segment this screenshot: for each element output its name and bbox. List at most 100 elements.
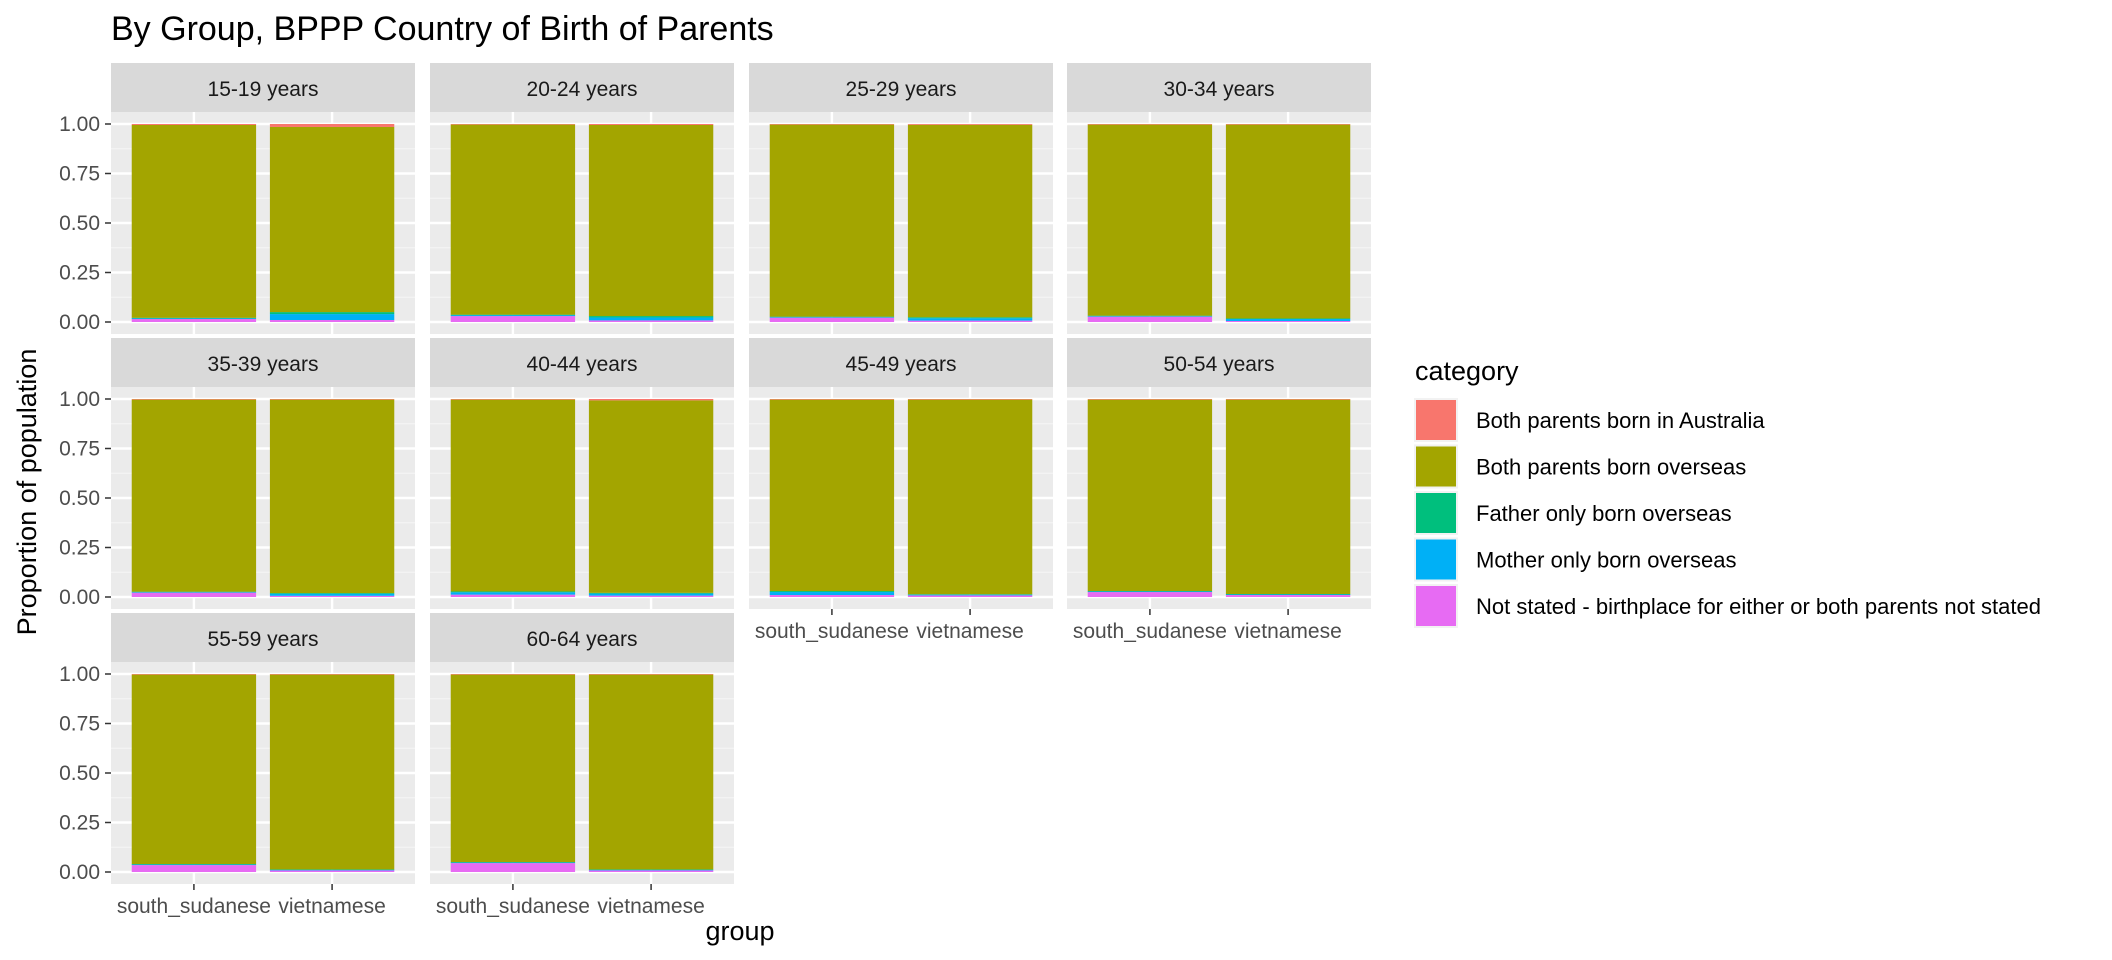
bar-segment [131, 399, 257, 400]
facet-panel: 35-39 years 0.00 0.25 0.50 0.75 1.00 [59, 338, 415, 609]
facet-strip-label: 60-64 years [527, 628, 638, 651]
bar-segment [588, 124, 714, 125]
bar-segment [588, 595, 714, 597]
facet-strip-label: 20-24 years [527, 78, 638, 101]
facet-strip-label: 55-59 years [208, 628, 319, 651]
facet-strip [1067, 338, 1371, 387]
bar-segment [131, 864, 257, 865]
facet-strip-label: 45-49 years [846, 353, 957, 376]
bar-segment [269, 399, 395, 594]
bar-segment [1087, 315, 1213, 317]
bar-segment [269, 674, 395, 870]
facet-strip [430, 63, 734, 112]
legend-key [1416, 586, 1456, 626]
bar-segment [450, 124, 576, 315]
x-tick-label: vietnamese [1234, 620, 1341, 643]
x-tick-label: vietnamese [597, 895, 704, 918]
bar-segment [907, 124, 1033, 125]
bar-segment [588, 320, 714, 322]
bar-segment [450, 674, 576, 675]
bar-segment [907, 594, 1033, 596]
facet-strip-label: 30-34 years [1164, 78, 1275, 101]
bar-segment [131, 865, 257, 872]
y-tick-label: 1.00 [59, 113, 100, 136]
bar-segment [131, 592, 257, 593]
bar-segment [1225, 321, 1351, 322]
bar-segment [1087, 316, 1213, 322]
bar-segment [588, 592, 714, 594]
bar-segment [1225, 399, 1351, 400]
bar-segment [269, 674, 395, 675]
bar-segment [131, 674, 257, 865]
bar-segment [1087, 591, 1213, 592]
x-tick-label: vietnamese [278, 895, 385, 918]
bar-segment [588, 400, 714, 593]
bar-segment [1225, 319, 1351, 322]
bar-segment [907, 317, 1033, 319]
bar-segment [131, 592, 257, 597]
bar-segment [588, 869, 714, 871]
bar-segment [450, 399, 576, 400]
bar-segment [450, 863, 576, 872]
bar-segment [131, 317, 257, 319]
bar-segment [769, 595, 895, 597]
bar-segment [131, 591, 257, 593]
bar-segment [907, 318, 1033, 321]
bar-segment [1087, 399, 1213, 400]
bar-segment [588, 317, 714, 321]
x-axis-title: group [705, 916, 774, 946]
bar-segment [450, 592, 576, 595]
facet-panels: 15-19 years 0.00 0.25 0.50 0.75 1.00 20-24 yea… [59, 63, 1371, 918]
facet-strip [749, 338, 1053, 387]
bar-segment [450, 591, 576, 593]
facet-strip-label: 15-19 years [208, 78, 319, 101]
y-tick-label: 0.25 [59, 812, 100, 835]
facet-strip [1067, 63, 1371, 112]
y-tick-label: 0.00 [59, 861, 100, 884]
bar-segment [1225, 318, 1351, 320]
bar-segment [588, 870, 714, 872]
facet-strip-label: 50-54 years [1164, 353, 1275, 376]
facet-panel: 20-24 years [430, 63, 734, 334]
bar-segment [588, 124, 714, 317]
facet-panel: 50-54 years south_sudanese vietnamese [1067, 338, 1371, 643]
facet-strip [430, 613, 734, 662]
facet-strip-label: 40-44 years [527, 353, 638, 376]
bar-segment [769, 592, 895, 596]
bar-segment [131, 318, 257, 320]
bar-segment [269, 869, 395, 870]
bar-segment [269, 593, 395, 596]
bar-segment [1087, 316, 1213, 317]
bar-segment [131, 864, 257, 866]
legend-key [1416, 493, 1456, 533]
bar-segment [769, 124, 895, 317]
bar-segment [907, 124, 1033, 318]
bar-segment [907, 595, 1033, 597]
bar-segment [1087, 124, 1213, 316]
facet-panel: 55-59 years 0.00 0.25 0.50 0.75 1.00 south_sud… [59, 613, 415, 918]
bar-segment [450, 862, 576, 864]
x-tick-label: south_sudanese [755, 620, 909, 643]
bar-segment [1225, 594, 1351, 595]
bar-segment [588, 316, 714, 318]
y-tick-label: 0.75 [59, 438, 100, 461]
bar-segment [269, 312, 395, 315]
bar-segment [131, 674, 257, 675]
bar-segment [269, 320, 395, 322]
facet-panel: 25-29 years [749, 63, 1053, 334]
legend-label: Both parents born in Australia [1476, 408, 1765, 433]
bar-segment [450, 862, 576, 863]
legend-key [1416, 539, 1456, 580]
bar-segment [450, 314, 576, 316]
bar-segment [769, 591, 895, 593]
facet-strip [111, 63, 415, 112]
bar-segment [269, 126, 395, 313]
bar-segment [769, 317, 895, 318]
bar-segment [131, 124, 257, 125]
bar-segment [769, 399, 895, 400]
legend-title: category [1415, 356, 1519, 386]
bar-segment [588, 593, 714, 596]
y-tick-label: 0.75 [59, 163, 100, 186]
chart-title: By Group, BPPP Country of Birth of Paren… [111, 10, 774, 48]
facet-strip [430, 338, 734, 387]
